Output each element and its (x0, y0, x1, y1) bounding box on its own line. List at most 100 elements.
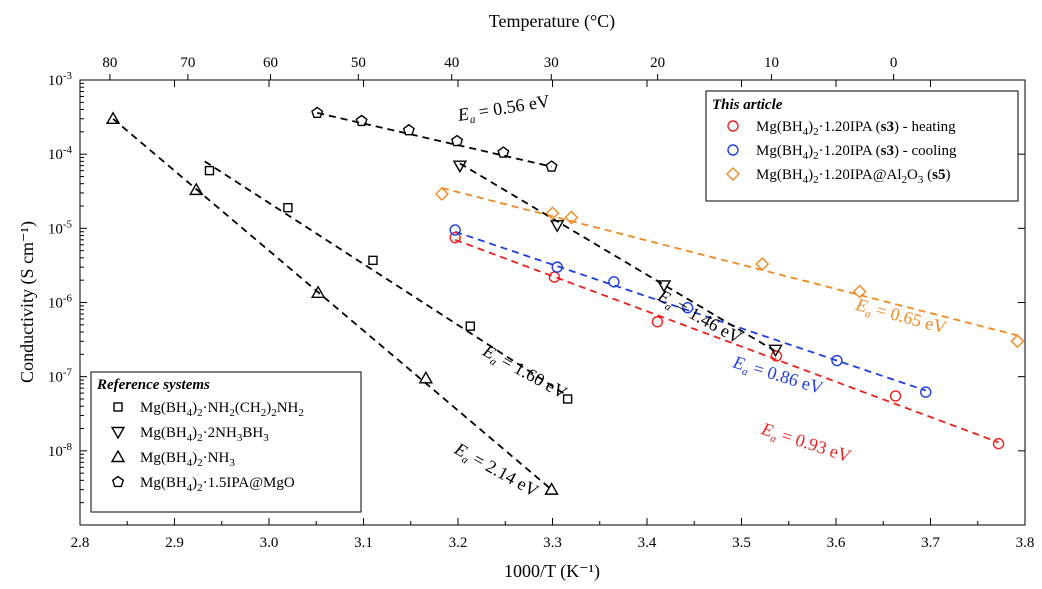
x-tick-label: 2.8 (71, 535, 90, 551)
legend-marker-ref_ipa_mgo (111, 475, 125, 488)
y-tick-label: 10-3 (48, 70, 73, 89)
legend-marker-ref_nh3 (110, 449, 126, 463)
data-point-ref_en (368, 255, 378, 266)
data-point-s3_cooling (551, 261, 563, 273)
top-axis-title: Temperature (°C) (489, 11, 615, 32)
top-tick-label: 30 (544, 55, 559, 71)
legend-marker-s5 (726, 167, 740, 181)
ea-label-ref_en: Ea = 1.60 eV (477, 340, 570, 406)
legend-marker-s3_cooling (727, 144, 739, 156)
x-tick-label: 3.1 (354, 535, 373, 551)
legend-entry-label: Mg(BH4)2·1.20IPA (s3) - heating (756, 119, 956, 138)
legend-marker-s3_heating (727, 120, 739, 132)
legend-this-article: This article Mg(BH4)2·1.20IPA (s3) - heat… (705, 90, 1019, 202)
top-tick-label: 50 (351, 55, 366, 71)
data-point-s3_heating (449, 231, 461, 244)
data-point-ref_ab (656, 280, 672, 293)
y-tick-label: 10-4 (48, 144, 73, 163)
data-point-s3_cooling (920, 386, 932, 398)
data-point-ref_ab (768, 344, 783, 358)
data-point-s3_cooling (831, 354, 843, 367)
x-tick-label: 3.7 (921, 535, 940, 551)
legend-reference-systems: Reference systems Mg(BH4)2·NH2(CH2)2NH2 Mg… (90, 371, 362, 513)
x-tick-label: 3.6 (827, 535, 846, 551)
data-point-s3_heating (770, 350, 783, 362)
data-point-s5 (434, 187, 449, 202)
y-tick-label: 10-7 (48, 367, 73, 386)
data-point-ref_ipa_mgo (355, 114, 368, 127)
y-tick-label: 10-6 (48, 293, 73, 312)
data-point-ref_ipa_mgo (402, 123, 415, 136)
top-tick-label: 20 (650, 55, 665, 71)
ea-label-s3_heating: Ea = 0.93 eV (757, 418, 853, 469)
data-point-ref_ipa_mgo (497, 146, 510, 158)
data-point-ref_nh3 (189, 182, 204, 196)
ea-label-ref_ab: Ea = 1.46 eV (652, 285, 745, 351)
fit-line-ref_en (204, 160, 569, 397)
legend-entry-label: Mg(BH4)2·NH2(CH2)2NH2 (140, 400, 304, 419)
legend-box (90, 371, 362, 513)
y-axis: 10-8 10-7 10-6 10-5 10-4 10-3 (48, 70, 1025, 504)
ea-label-ref_ipa_mgo: Ea = 0.56 eV (455, 91, 551, 128)
legend-box (705, 90, 1019, 202)
data-point-s3_cooling (449, 224, 461, 236)
x-tick-label: 3.2 (449, 535, 468, 551)
x-axis-title: 1000/T (K⁻¹) (504, 561, 600, 582)
x-tick-label: 3.3 (543, 535, 562, 551)
top-tick-label: 10 (764, 55, 779, 71)
data-point-ref_nh3 (310, 285, 326, 299)
x-tick-label: 3.0 (260, 535, 279, 551)
data-point-s3_heating (548, 271, 561, 283)
data-point-ref_en (283, 202, 293, 213)
y-axis-title: Conductivity (S cm⁻¹) (17, 221, 38, 383)
x-axis: 2.8 2.9 3.0 3.1 3.2 3.3 3.4 3.5 3.6 3.7 3.8 (71, 80, 1035, 551)
top-tick-label: 60 (263, 55, 278, 71)
legend-entry-label: Mg(BH4)2·1.20IPA@Al2O3 (s5) (756, 167, 950, 186)
data-point-ref_nh3 (418, 370, 434, 384)
data-point-s5 (755, 257, 770, 272)
data-point-ref_ipa_mgo (451, 134, 464, 147)
x-tick-label: 2.9 (165, 535, 184, 551)
data-point-ref_en (465, 321, 475, 331)
data-point-s3_heating (889, 390, 902, 402)
top-tick-label: 40 (444, 55, 459, 71)
data-point-ref_ab (550, 220, 565, 233)
data-point-ref_nh3 (105, 111, 121, 124)
legend-entry-label: Mg(BH4)2·1.20IPA (s3) - cooling (756, 143, 957, 162)
top-tick-label: 0 (890, 55, 898, 71)
fit-line-ref_ab (459, 162, 776, 353)
data-point-ref_ab (452, 160, 468, 174)
data-point-s5 (1010, 334, 1025, 349)
ea-label-s3_cooling: Ea = 0.86 eV (729, 351, 825, 400)
x-tick-label: 3.8 (1016, 535, 1035, 551)
top-tick-label: 80 (102, 55, 117, 71)
data-point-s3_heating (651, 316, 664, 328)
fit-line-s3_heating (454, 238, 999, 444)
legend-marker-ref_ab (110, 426, 126, 440)
data-point-ref_en (204, 165, 215, 176)
y-tick-label: 10-8 (48, 441, 73, 460)
data-point-s5 (545, 206, 560, 221)
y-tick-label: 10-5 (48, 218, 73, 237)
ea-label-s5: Ea = 0.65 eV (852, 294, 948, 340)
data-point-s3_cooling (681, 302, 694, 314)
legend-entry-label: Mg(BH4)2·NH3 (140, 450, 235, 469)
data-point-ref_en (562, 394, 573, 404)
data-point-ref_ipa_mgo (311, 106, 324, 119)
top-tick-label: 70 (180, 55, 195, 71)
legend-marker-ref_en (113, 402, 123, 412)
data-point-ref_ipa_mgo (545, 160, 558, 172)
data-point-s5 (564, 210, 579, 225)
legend-title: Reference systems (96, 377, 210, 393)
data-point-s3_cooling (608, 276, 620, 288)
x-tick-label: 3.4 (638, 535, 657, 551)
data-point-s5 (852, 284, 867, 299)
legend-title: This article (712, 97, 783, 113)
top-temperature-axis: 80 70 60 50 40 30 20 10 0 (102, 55, 897, 80)
fit-lines (112, 112, 1018, 491)
fit-line-ref_ipa_mgo (316, 112, 552, 168)
legend-entry-label: Mg(BH4)2·2NH3BH3 (140, 425, 269, 444)
fit-line-s3_cooling (454, 230, 927, 392)
data-point-ref_nh3 (544, 482, 559, 495)
